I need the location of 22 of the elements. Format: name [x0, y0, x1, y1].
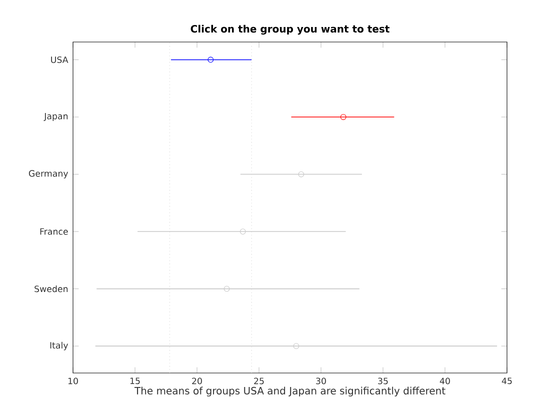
- x-tick-label: 45: [502, 378, 512, 384]
- y-tick-label: Germany: [28, 170, 68, 178]
- point: [208, 56, 214, 63]
- y-tick-label: Italy: [50, 342, 68, 350]
- point: [224, 286, 230, 292]
- x-tick-label: 40: [440, 378, 450, 384]
- x-tick-label: 30: [316, 378, 326, 384]
- y-tick-label: France: [40, 228, 68, 235]
- chart-title: Click on the group you want to test: [190, 24, 390, 35]
- y-tick-label: USA: [51, 56, 68, 64]
- y-tick-label: Sweden: [34, 285, 68, 292]
- x-axis-title: The means of groups USA and Japan are significantly different: [134, 386, 446, 396]
- x-tick-label: 15: [130, 378, 140, 384]
- y-tick-label: Japan: [44, 112, 68, 122]
- x-tick-label: 25: [254, 378, 264, 384]
- x-tick-label: 35: [378, 378, 388, 384]
- x-tick-label: 10: [68, 378, 78, 384]
- point: [240, 228, 246, 234]
- point: [298, 171, 304, 178]
- point: [340, 114, 346, 120]
- point: [293, 343, 300, 350]
- x-tick-label: 20: [192, 378, 202, 384]
